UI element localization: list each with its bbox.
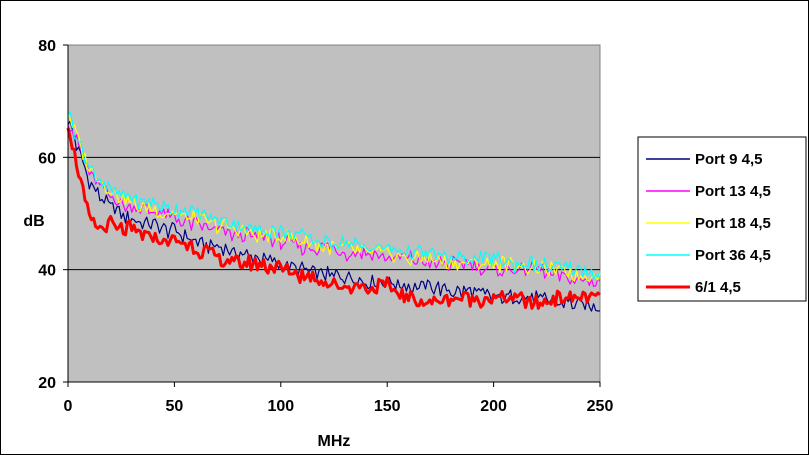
- legend-label: Port 9 4,5: [695, 151, 763, 168]
- legend-label: Port 13 4,5: [695, 183, 771, 200]
- y-tick-label: 20: [38, 375, 56, 392]
- series-line: [67, 112, 601, 282]
- y-axis-title: dB: [23, 213, 44, 230]
- series-line: [66, 127, 601, 310]
- legend-box: [637, 136, 807, 302]
- plot-area: [67, 44, 601, 383]
- x-tick-label: 150: [374, 398, 401, 415]
- grid-lines: [68, 156, 600, 271]
- series-line: [67, 120, 601, 312]
- y-tick-labels: 20 40 60 80: [38, 38, 68, 392]
- x-tick-labels: 0 50 100 150 200 250: [64, 382, 614, 415]
- series-group: [66, 111, 601, 312]
- x-tick-label: 50: [166, 398, 184, 415]
- series-line: [67, 111, 601, 281]
- axes: [67, 45, 600, 383]
- x-axis-title: MHz: [318, 433, 351, 450]
- x-tick-label: 100: [267, 398, 294, 415]
- legend-label: Port 36 4,5: [695, 247, 771, 264]
- x-tick-label: 200: [480, 398, 507, 415]
- y-tick-label: 80: [38, 38, 56, 55]
- y-tick-label: 60: [38, 150, 56, 167]
- legend-label: 6/1 4,5: [695, 279, 741, 296]
- y-tick-label: 40: [38, 263, 56, 280]
- legend: Port 9 4,5 Port 13 4,5 Port 18 4,5 Port 36 …: [637, 136, 807, 302]
- x-tick-label: 0: [64, 398, 73, 415]
- x-tick-label: 250: [587, 398, 614, 415]
- legend-items: Port 9 4,5 Port 13 4,5 Port 18 4,5 Port 36 …: [646, 151, 771, 296]
- legend-label: Port 18 4,5: [695, 215, 771, 232]
